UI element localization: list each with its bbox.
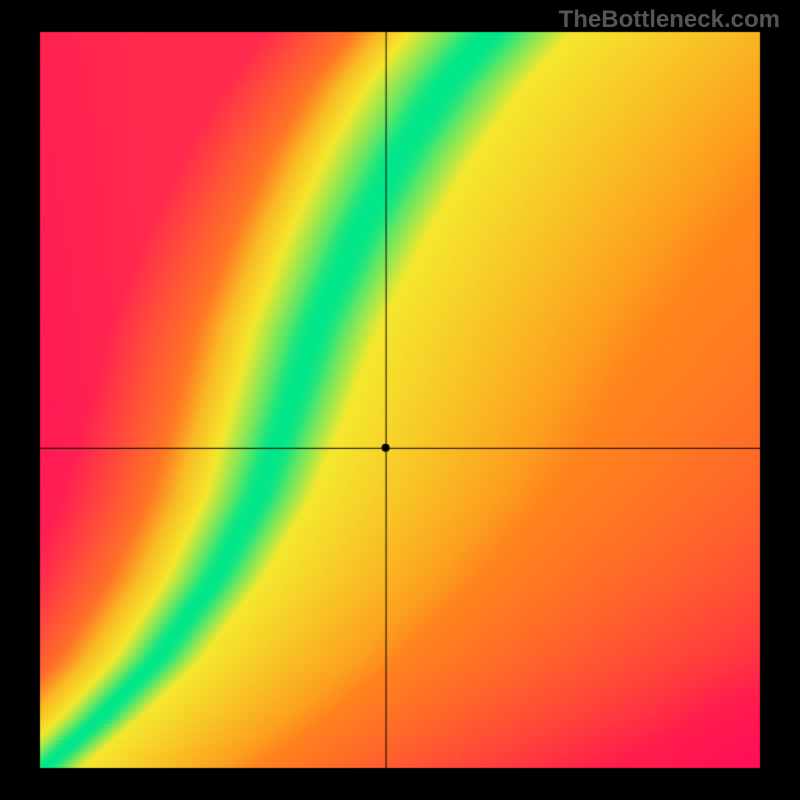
- bottleneck-heatmap-canvas: [0, 0, 800, 800]
- watermark-text: TheBottleneck.com: [559, 6, 780, 34]
